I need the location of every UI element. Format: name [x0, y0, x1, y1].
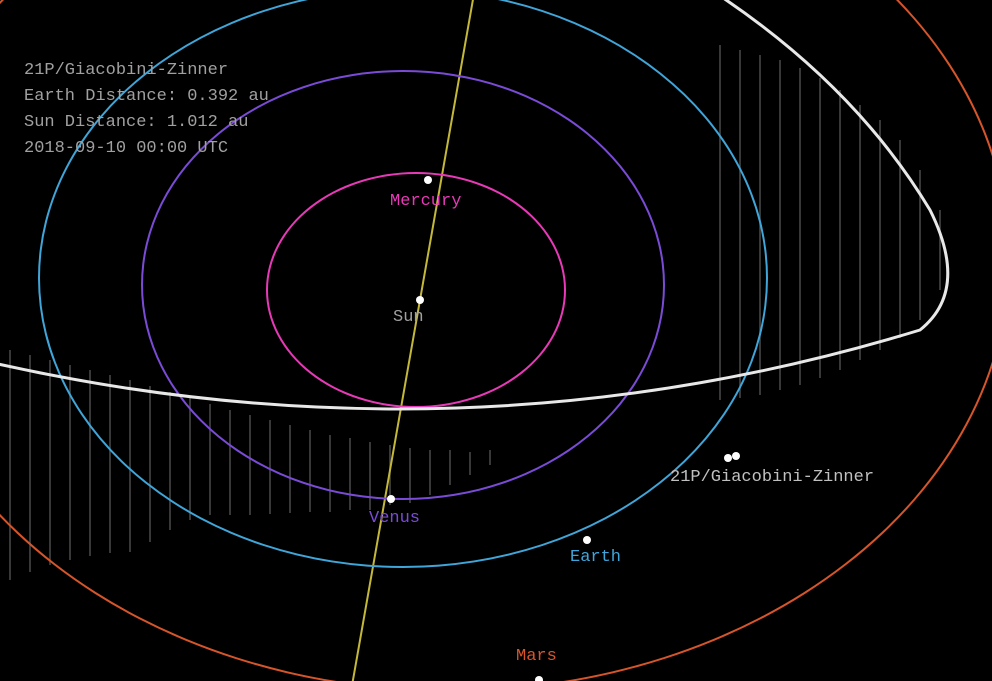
comet-dot [724, 454, 732, 462]
mars-label: Mars [516, 647, 557, 666]
info-panel: 21P/Giacobini-Zinner Earth Distance: 0.3… [24, 58, 269, 162]
info-sun-distance: Sun Distance: 1.012 au [24, 110, 269, 136]
mercury-label: Mercury [390, 192, 461, 211]
info-earth-distance: Earth Distance: 0.392 au [24, 84, 269, 110]
mars-dot [535, 676, 543, 681]
earth-label: Earth [570, 548, 621, 567]
info-object-name: 21P/Giacobini-Zinner [24, 58, 269, 84]
sun-label: Sun [393, 308, 424, 327]
venus-label: Venus [369, 509, 420, 528]
venus-dot [387, 495, 395, 503]
sun-dot [416, 296, 424, 304]
earth-dot [583, 536, 591, 544]
info-timestamp: 2018-09-10 00:00 UTC [24, 136, 269, 162]
comet-label: 21P/Giacobini-Zinner [670, 468, 874, 487]
mercury-dot [424, 176, 432, 184]
comet-dot-2 [732, 452, 740, 460]
